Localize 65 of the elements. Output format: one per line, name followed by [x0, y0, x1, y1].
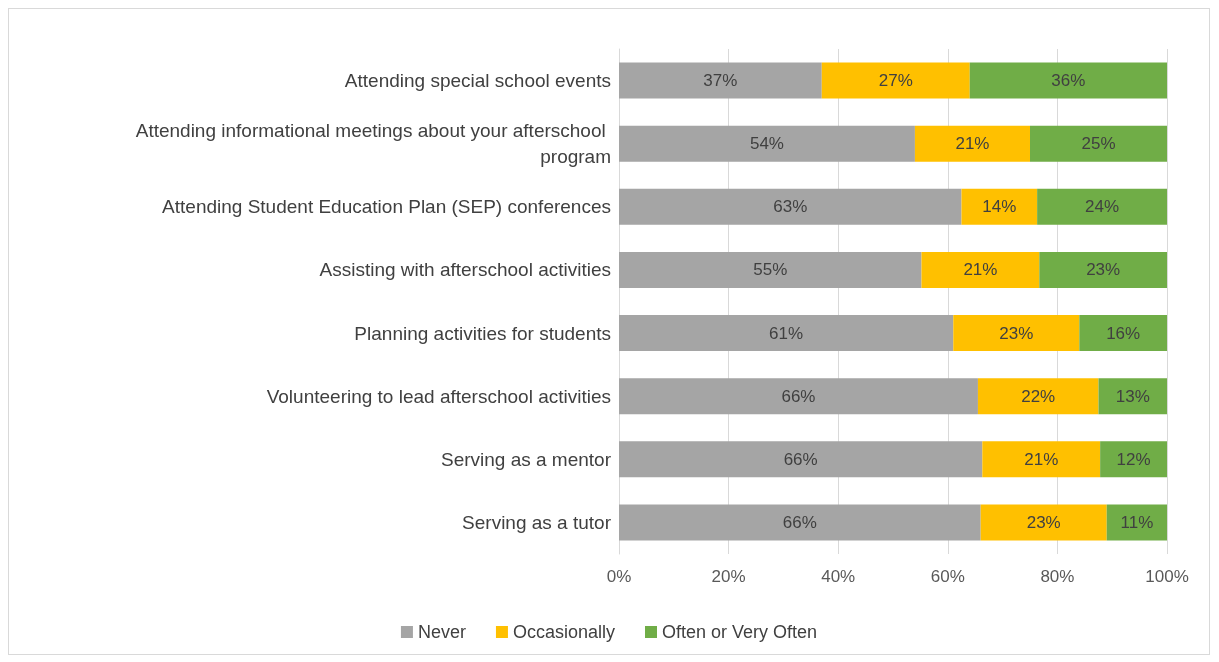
bar — [1106, 504, 1167, 541]
bar — [1039, 251, 1167, 288]
bar — [619, 62, 822, 99]
data-label: 16% — [1106, 323, 1141, 343]
bar — [982, 441, 1101, 478]
y-tick-label: Assisting with afterschool activities — [319, 259, 611, 281]
bar — [821, 62, 970, 99]
y-tick-label: Serving as a mentor — [440, 448, 612, 470]
x-tick-label: 20% — [711, 567, 746, 586]
data-label: 61% — [769, 323, 804, 343]
bar — [953, 315, 1080, 352]
data-label: 12% — [1116, 449, 1151, 469]
bar — [1098, 378, 1167, 415]
bar — [619, 188, 962, 225]
bar — [619, 315, 954, 352]
y-tick-label: Attending informational meetings about your afterschool program — [135, 120, 611, 168]
bar — [980, 504, 1107, 541]
data-label: 11% — [1120, 512, 1154, 532]
y-tick-label: Attending special school events — [344, 70, 611, 92]
data-label: 55% — [753, 260, 788, 280]
data-label: 21% — [963, 260, 998, 280]
data-label: 13% — [1115, 386, 1150, 406]
data-label: 14% — [982, 197, 1017, 217]
data-label: 22% — [1021, 386, 1056, 406]
bar — [977, 378, 1099, 415]
y-tick-label: Attending Student Education Plan (SEP) conferences — [162, 196, 611, 218]
data-label: 36% — [1051, 71, 1086, 91]
legend-label: Occasionally — [512, 622, 615, 642]
x-tick-label: 60% — [930, 567, 965, 586]
data-label: 66% — [781, 386, 816, 406]
data-label: 21% — [1024, 449, 1059, 469]
bar — [619, 504, 981, 541]
data-label: 66% — [782, 512, 817, 532]
data-label: 23% — [1026, 512, 1061, 532]
data-label: 27% — [878, 71, 913, 91]
bar — [961, 188, 1038, 225]
bar — [1030, 125, 1167, 162]
data-label: 37% — [703, 71, 738, 91]
data-label: 63% — [773, 197, 808, 217]
bar — [1079, 315, 1167, 352]
x-tick-label: 80% — [1040, 567, 1075, 586]
bar — [969, 62, 1167, 99]
legend-label: Often or Very Often — [661, 622, 818, 642]
y-tick-label: Serving as a tutor — [462, 511, 612, 533]
data-label: 54% — [749, 134, 784, 154]
y-tick-label: Planning activities for students — [354, 322, 611, 344]
x-tick-label: 100% — [1145, 567, 1189, 586]
x-tick-label: 0% — [606, 567, 632, 586]
y-tick-label: Volunteering to lead afterschool activities — [266, 385, 611, 407]
bar — [619, 125, 915, 162]
bar — [914, 125, 1030, 162]
bar — [619, 441, 983, 478]
x-tick-label: 40% — [821, 567, 856, 586]
data-label: 23% — [999, 323, 1034, 343]
bar — [619, 251, 922, 288]
bar — [1100, 441, 1167, 478]
legend-label: Never — [417, 622, 466, 642]
data-label: 23% — [1086, 260, 1121, 280]
data-label: 24% — [1085, 197, 1120, 217]
data-label: 21% — [955, 134, 990, 154]
bar — [1037, 188, 1167, 225]
bar — [619, 378, 978, 415]
data-label: 25% — [1081, 134, 1116, 154]
data-label: 66% — [783, 449, 818, 469]
bar — [921, 251, 1040, 288]
